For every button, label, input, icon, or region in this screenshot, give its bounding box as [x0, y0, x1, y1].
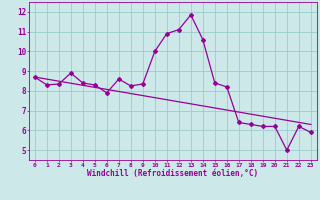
- X-axis label: Windchill (Refroidissement éolien,°C): Windchill (Refroidissement éolien,°C): [87, 169, 258, 178]
